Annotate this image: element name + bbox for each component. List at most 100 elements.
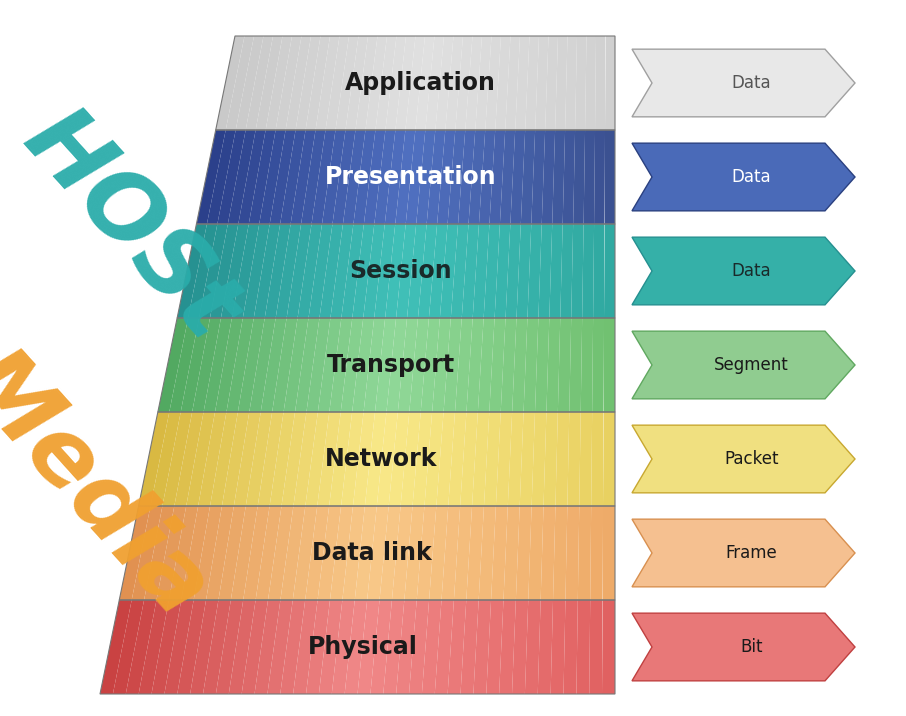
- Polygon shape: [280, 506, 305, 600]
- Polygon shape: [496, 412, 512, 506]
- Text: HOSt: HOSt: [5, 94, 255, 358]
- Polygon shape: [216, 600, 243, 694]
- Polygon shape: [405, 36, 425, 130]
- Polygon shape: [207, 130, 236, 224]
- Polygon shape: [226, 318, 254, 412]
- Polygon shape: [342, 506, 365, 600]
- Polygon shape: [632, 237, 855, 305]
- Polygon shape: [194, 506, 222, 600]
- Polygon shape: [265, 224, 291, 318]
- Polygon shape: [318, 318, 342, 412]
- Polygon shape: [404, 506, 424, 600]
- Polygon shape: [389, 412, 410, 506]
- Polygon shape: [506, 224, 521, 318]
- Polygon shape: [306, 318, 331, 412]
- Polygon shape: [415, 36, 435, 130]
- Polygon shape: [246, 36, 273, 130]
- Polygon shape: [569, 318, 583, 412]
- Polygon shape: [520, 412, 535, 506]
- Polygon shape: [512, 600, 528, 694]
- Polygon shape: [604, 130, 615, 224]
- Polygon shape: [144, 506, 174, 600]
- Polygon shape: [284, 318, 309, 412]
- Polygon shape: [538, 224, 553, 318]
- Polygon shape: [429, 506, 448, 600]
- Polygon shape: [295, 36, 321, 130]
- Polygon shape: [567, 412, 581, 506]
- Polygon shape: [318, 506, 341, 600]
- Polygon shape: [226, 36, 254, 130]
- Polygon shape: [236, 36, 264, 130]
- Polygon shape: [476, 36, 491, 130]
- Polygon shape: [532, 412, 546, 506]
- Polygon shape: [222, 412, 249, 506]
- Polygon shape: [437, 412, 455, 506]
- Polygon shape: [126, 600, 157, 694]
- Polygon shape: [192, 318, 221, 412]
- Polygon shape: [228, 600, 255, 694]
- Polygon shape: [120, 506, 150, 600]
- Polygon shape: [446, 36, 463, 130]
- Polygon shape: [249, 130, 275, 224]
- Polygon shape: [305, 506, 329, 600]
- Polygon shape: [345, 36, 368, 130]
- Polygon shape: [139, 412, 169, 506]
- Polygon shape: [573, 130, 585, 224]
- Polygon shape: [506, 36, 520, 130]
- Polygon shape: [312, 130, 335, 224]
- Polygon shape: [435, 36, 454, 130]
- Polygon shape: [489, 318, 506, 412]
- Polygon shape: [524, 318, 538, 412]
- Polygon shape: [365, 36, 387, 130]
- Polygon shape: [257, 412, 284, 506]
- Polygon shape: [535, 36, 548, 130]
- Polygon shape: [571, 224, 583, 318]
- Polygon shape: [416, 130, 435, 224]
- Polygon shape: [286, 224, 312, 318]
- Polygon shape: [204, 318, 232, 412]
- Polygon shape: [593, 224, 604, 318]
- Text: Data: Data: [732, 74, 771, 92]
- Polygon shape: [583, 130, 595, 224]
- Polygon shape: [407, 224, 427, 318]
- Polygon shape: [329, 318, 352, 412]
- Polygon shape: [375, 36, 397, 130]
- Polygon shape: [448, 600, 467, 694]
- Polygon shape: [255, 506, 282, 600]
- Polygon shape: [227, 130, 255, 224]
- Polygon shape: [510, 130, 525, 224]
- Polygon shape: [385, 130, 405, 224]
- Text: Data: Data: [732, 168, 771, 186]
- Polygon shape: [549, 224, 563, 318]
- Polygon shape: [352, 318, 374, 412]
- Polygon shape: [365, 412, 387, 506]
- Polygon shape: [282, 412, 306, 506]
- Polygon shape: [218, 506, 246, 600]
- Polygon shape: [427, 130, 446, 224]
- Polygon shape: [528, 506, 544, 600]
- Polygon shape: [320, 224, 343, 318]
- Polygon shape: [535, 318, 549, 412]
- Polygon shape: [501, 318, 516, 412]
- Polygon shape: [380, 506, 400, 600]
- Polygon shape: [525, 600, 541, 694]
- Polygon shape: [364, 130, 385, 224]
- Polygon shape: [546, 318, 560, 412]
- Polygon shape: [139, 600, 169, 694]
- Polygon shape: [270, 130, 295, 224]
- Polygon shape: [467, 506, 484, 600]
- Polygon shape: [169, 318, 199, 412]
- Polygon shape: [553, 506, 567, 600]
- Polygon shape: [477, 318, 495, 412]
- Polygon shape: [319, 600, 342, 694]
- Polygon shape: [113, 600, 144, 694]
- Polygon shape: [563, 130, 575, 224]
- Polygon shape: [246, 412, 272, 506]
- Polygon shape: [418, 224, 437, 318]
- Polygon shape: [602, 506, 615, 600]
- Polygon shape: [275, 36, 302, 130]
- Polygon shape: [158, 318, 188, 412]
- Polygon shape: [344, 600, 367, 694]
- Polygon shape: [538, 600, 553, 694]
- Polygon shape: [565, 506, 579, 600]
